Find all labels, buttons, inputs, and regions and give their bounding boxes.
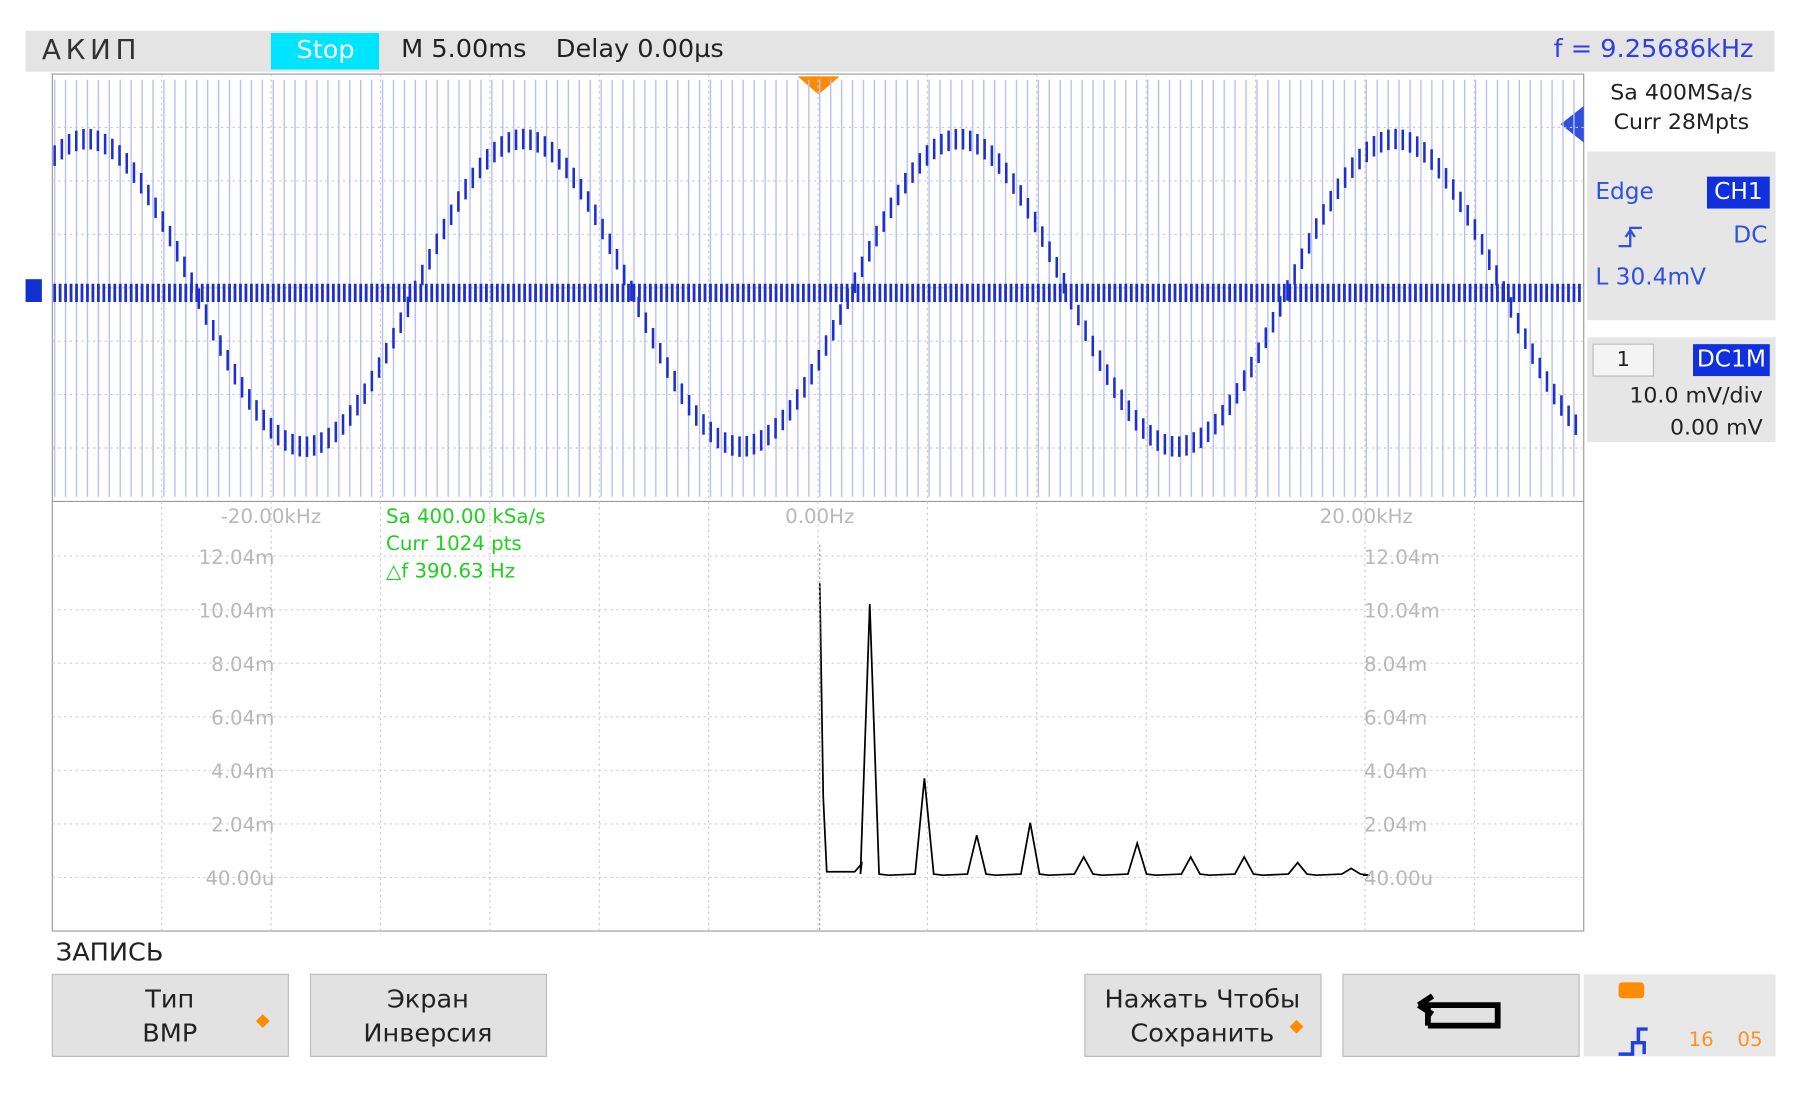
- memory-depth: Curr 28Mpts: [1614, 110, 1750, 135]
- softkey-label: Тип: [144, 984, 194, 1014]
- channel-marker: [25, 279, 42, 302]
- trigger-type: Edge: [1595, 179, 1654, 205]
- softkey-label: Инверсия: [363, 1018, 492, 1048]
- status: Stop: [297, 34, 355, 64]
- softkey[interactable]: [1084, 973, 1322, 1057]
- fft-info: Sa 400.00 kSa/s: [386, 505, 545, 528]
- softkey-label: Сохранить: [1130, 1018, 1274, 1048]
- softkey[interactable]: [1342, 973, 1580, 1057]
- channel-coupling: DC1M: [1697, 347, 1766, 373]
- channel-tab: [1592, 343, 1655, 377]
- fft-y-label-left: 6.04m: [211, 707, 274, 730]
- trigger-level: L 30.4mV: [1595, 265, 1706, 291]
- fft-y-label-left: 12.04m: [199, 546, 275, 569]
- channel-scale: 10.0 mV/div: [1629, 384, 1763, 409]
- softkey[interactable]: [309, 973, 548, 1057]
- softkey-label: BMP: [142, 1018, 197, 1048]
- fft-y-label-right: 4.04m: [1364, 760, 1427, 783]
- fft-y-label-right: 40.00u: [1364, 867, 1433, 890]
- softkey[interactable]: [51, 973, 289, 1057]
- fft-y-label-right: 2.04m: [1364, 814, 1427, 837]
- grid: [52, 74, 1584, 932]
- edge-icon: [1618, 226, 1642, 248]
- fft-y-label-left: 10.04m: [199, 600, 275, 623]
- timebase: M 5.00ms: [401, 33, 526, 63]
- softkey-label: Нажать Чтобы: [1104, 984, 1300, 1014]
- channel-number: 1: [1617, 347, 1630, 371]
- fft-y-label-left: 4.04m: [211, 760, 274, 783]
- waveform: [53, 79, 1581, 497]
- softkeys: [51, 973, 1776, 1057]
- fft-x-label: -20.00kHz: [221, 505, 321, 528]
- back-icon: [1416, 993, 1501, 1029]
- channel-offset: 0.00 mV: [1670, 416, 1763, 441]
- status-box: [270, 33, 380, 70]
- fft-x-label: 0.00Hz: [785, 505, 854, 528]
- fft-y-label-left: 8.04m: [211, 653, 274, 676]
- status-panel: [1583, 974, 1776, 1057]
- coupling-box: [1693, 344, 1770, 377]
- softkey-label: Экран: [387, 984, 469, 1014]
- menu-title: ЗАПИСЬ: [56, 937, 164, 967]
- usb-icon: [1618, 982, 1645, 999]
- acq-panel: [1587, 74, 1776, 150]
- clock: 16: [1689, 1028, 1714, 1051]
- fft-y-label-right: 6.04m: [1364, 707, 1427, 730]
- fft-y-label-right: 12.04m: [1364, 546, 1440, 569]
- fft-trace: [818, 583, 1370, 877]
- network-icon: [1618, 1027, 1648, 1056]
- fft-x-label: 20.00kHz: [1320, 505, 1413, 528]
- sample-rate: Sa 400MSa/s: [1610, 81, 1752, 106]
- source-box: [1706, 176, 1770, 209]
- trigger-coupling: DC: [1733, 223, 1767, 249]
- fft-y-label-right: 8.04m: [1364, 653, 1427, 676]
- fft-info: Curr 1024 pts: [386, 532, 522, 555]
- fft-y-label-right: 10.04m: [1364, 600, 1440, 623]
- trigger-source: CH1: [1714, 179, 1763, 205]
- brand: АКИП: [42, 33, 141, 66]
- frequency: f = 9.25686kHz: [1554, 33, 1754, 63]
- fft-y-label-left: 40.00u: [205, 867, 274, 890]
- fft-y-label-left: 2.04m: [211, 814, 274, 837]
- trigger-level-marker: [1560, 105, 1584, 143]
- clock: 05: [1737, 1028, 1762, 1051]
- arrow-icon: [1289, 1019, 1304, 1034]
- fft-info: △f 390.63 Hz: [386, 560, 515, 583]
- delay: Delay 0.00µs: [556, 33, 724, 63]
